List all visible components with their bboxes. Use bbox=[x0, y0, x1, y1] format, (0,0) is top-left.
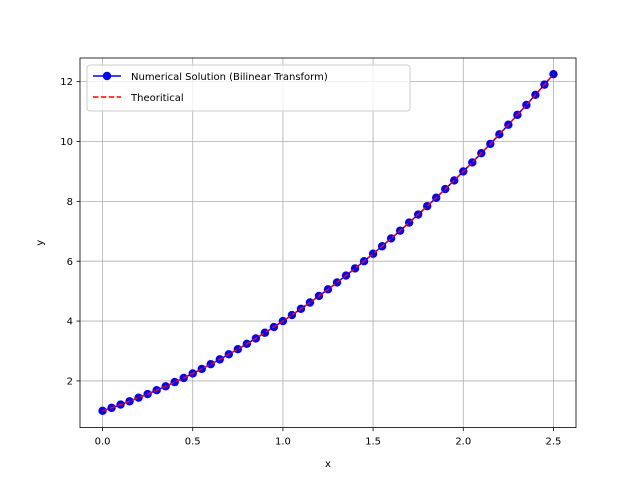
tick-marks: 0.0 0.5 1.0 1.5 2.0 2.5 2 4 6 8 10 12 bbox=[60, 77, 561, 447]
y-tick-label: 12 bbox=[60, 77, 73, 88]
x-tick-label: 1.5 bbox=[365, 437, 381, 448]
series-numerical-point bbox=[233, 344, 243, 354]
y-axis-label: y bbox=[35, 240, 46, 246]
legend-label-numerical: Numerical Solution (Bilinear Transform) bbox=[131, 72, 328, 83]
series-numerical-point bbox=[170, 377, 179, 387]
legend-swatch-numerical-marker bbox=[102, 71, 112, 81]
series-numerical-point bbox=[260, 328, 270, 337]
series-theoretical-line bbox=[102, 73, 555, 412]
y-tick-label: 10 bbox=[60, 137, 73, 148]
x-tick-label: 0.0 bbox=[95, 437, 111, 448]
y-tick-label: 8 bbox=[67, 197, 73, 208]
x-axis-label: x bbox=[325, 459, 331, 470]
legend-box bbox=[86, 64, 411, 112]
axes-frame bbox=[79, 57, 577, 429]
series-numerical-point bbox=[206, 359, 215, 369]
legend: Numerical Solution (Bilinear Transform) … bbox=[86, 64, 411, 112]
y-tick-label: 4 bbox=[67, 317, 73, 328]
legend-label-theoretical: Theoritical bbox=[130, 93, 184, 104]
y-tick-label: 6 bbox=[67, 257, 73, 268]
series-numerical-point bbox=[134, 393, 143, 402]
x-tick-label: 2.0 bbox=[455, 437, 471, 448]
x-tick-label: 2.5 bbox=[546, 437, 562, 448]
y-tick-label: 2 bbox=[67, 377, 73, 388]
x-tick-label: 0.5 bbox=[185, 437, 201, 448]
x-tick-label: 1.0 bbox=[275, 437, 291, 448]
plot-area bbox=[98, 69, 558, 416]
